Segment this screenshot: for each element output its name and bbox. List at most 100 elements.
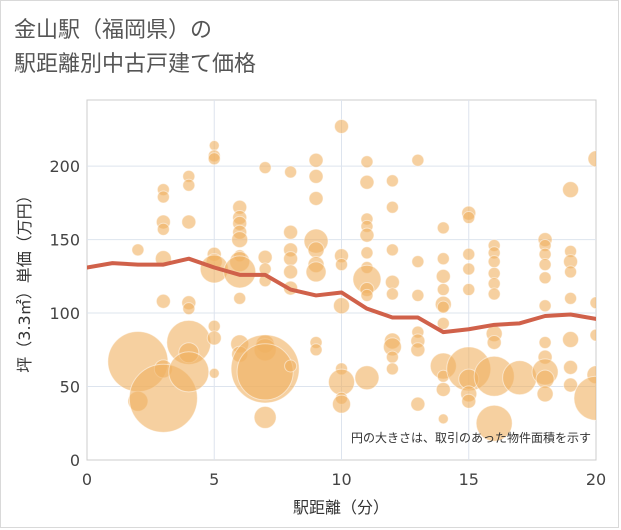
bubble-point bbox=[385, 362, 399, 376]
bubble-size-note: 円の大きさは、取引のあった物件面積を示す bbox=[351, 430, 591, 445]
bubble-point bbox=[436, 300, 450, 314]
bubble-point bbox=[331, 394, 352, 414]
bubble-point bbox=[411, 153, 425, 167]
bubble-point bbox=[308, 190, 324, 206]
chart-title-line1: 金山駅（福岡県）の bbox=[14, 18, 213, 43]
x-tick-label: 20 bbox=[586, 470, 606, 489]
y-tick-label: 100 bbox=[49, 304, 80, 323]
bubble-point bbox=[207, 319, 221, 333]
bubble-point bbox=[436, 283, 450, 297]
bubble-point bbox=[564, 265, 578, 279]
bubble-point bbox=[360, 246, 374, 260]
bubble-point bbox=[436, 252, 450, 266]
bubble-point bbox=[308, 168, 324, 184]
bubble-point bbox=[182, 178, 196, 192]
bubble-point bbox=[309, 343, 323, 357]
x-axis-label: 駅距離（分） bbox=[293, 498, 389, 517]
bubble-point bbox=[360, 155, 374, 169]
bubble-point bbox=[233, 291, 247, 305]
bubble-point bbox=[182, 302, 196, 316]
bubble-point bbox=[475, 404, 513, 442]
bubble-point bbox=[564, 291, 578, 305]
bubble-point bbox=[538, 335, 552, 349]
bubble-point bbox=[327, 368, 356, 396]
bubble-point bbox=[305, 261, 327, 283]
bubble-point bbox=[462, 262, 476, 276]
bubble-point bbox=[538, 258, 552, 272]
bubble-point bbox=[208, 367, 220, 379]
trend-line-group bbox=[87, 256, 596, 335]
bubble-point bbox=[208, 140, 220, 152]
bubble-point bbox=[410, 342, 426, 358]
bubble-point bbox=[487, 255, 501, 269]
bubble-point bbox=[354, 365, 380, 391]
y-tick-label: 150 bbox=[49, 231, 80, 250]
bubble-point bbox=[283, 264, 299, 280]
bubble-point bbox=[283, 251, 299, 267]
bubble-point bbox=[410, 396, 426, 412]
bubble-point bbox=[359, 174, 375, 190]
bubble-point bbox=[385, 287, 399, 301]
bubble-point bbox=[462, 247, 476, 261]
x-tick-label: 5 bbox=[209, 470, 219, 489]
bubble-point bbox=[253, 405, 277, 429]
x-tick-label: 0 bbox=[82, 470, 92, 489]
bubble-point bbox=[435, 381, 451, 397]
bubble-point bbox=[307, 241, 325, 259]
x-axis-ticks: 0 5 10 15 20 bbox=[82, 470, 606, 489]
bubble-point bbox=[231, 231, 249, 249]
bubble-point bbox=[385, 200, 399, 214]
bubble-point bbox=[436, 221, 450, 235]
bubble-point bbox=[332, 297, 351, 315]
bubble-point bbox=[562, 181, 580, 199]
bubble-point bbox=[236, 343, 294, 401]
y-axis-ticks: 0 50 100 150 200 bbox=[49, 157, 80, 470]
bubble-point bbox=[156, 190, 170, 204]
bubble-point bbox=[589, 328, 596, 342]
bubble-point bbox=[562, 330, 580, 349]
bubble-point bbox=[436, 316, 450, 330]
bubble-point bbox=[587, 150, 596, 168]
bubble-point bbox=[462, 211, 476, 225]
bubble-point bbox=[384, 274, 400, 290]
bubble-point bbox=[257, 249, 273, 265]
x-tick-label: 10 bbox=[331, 470, 351, 489]
y-axis-label: 坪（3.3㎡）単価（万円） bbox=[15, 187, 34, 372]
bubble-point bbox=[435, 268, 451, 284]
y-tick-label: 50 bbox=[60, 378, 80, 397]
bubble-point bbox=[181, 214, 197, 230]
bubble-point bbox=[487, 287, 501, 301]
bubble-point bbox=[536, 385, 554, 403]
bubble-point bbox=[563, 359, 579, 375]
bubble-point bbox=[359, 227, 375, 243]
bubble-point bbox=[284, 165, 298, 179]
bubble-point bbox=[155, 293, 171, 309]
bubble-point bbox=[334, 258, 349, 272]
bubble-point bbox=[502, 360, 538, 396]
bubble-point bbox=[385, 174, 399, 188]
bubble-point bbox=[538, 271, 552, 285]
y-tick-label: 200 bbox=[49, 157, 80, 176]
bubble-point bbox=[283, 224, 299, 240]
bubble-point bbox=[538, 299, 552, 313]
bubble-point bbox=[437, 413, 449, 425]
bubble-point bbox=[168, 351, 210, 393]
chart-title: 金山駅（福岡県）の 駅距離別中古戸建て価格 bbox=[14, 14, 256, 82]
bubble-point bbox=[486, 334, 502, 350]
chart-title-line2: 駅距離別中古戸建て価格 bbox=[14, 52, 257, 77]
bubble-point bbox=[411, 288, 425, 302]
bubble-point bbox=[360, 288, 374, 302]
bubble-point bbox=[461, 393, 477, 409]
y-tick-label: 0 bbox=[70, 451, 80, 470]
bubble-point bbox=[411, 255, 425, 269]
bubble-point bbox=[462, 283, 476, 297]
bubble-point bbox=[385, 243, 399, 257]
bubble-point bbox=[206, 330, 222, 346]
bubble-point bbox=[156, 222, 170, 236]
bubble-point bbox=[589, 296, 596, 310]
trend-line bbox=[87, 256, 596, 335]
bubble-point bbox=[308, 152, 324, 168]
bubble-point bbox=[131, 243, 145, 257]
